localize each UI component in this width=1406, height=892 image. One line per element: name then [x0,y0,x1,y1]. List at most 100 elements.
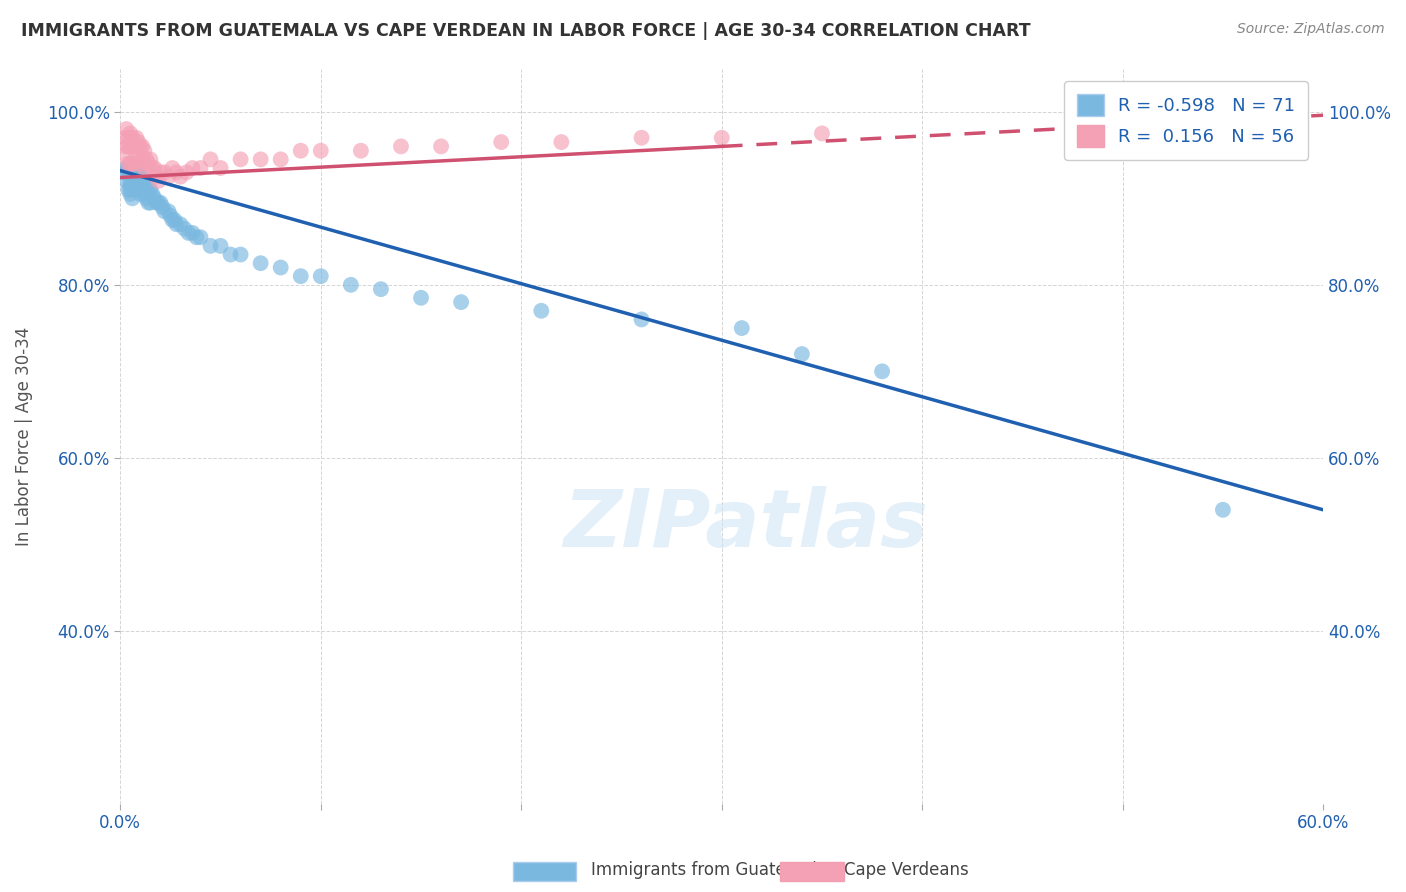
Point [125,148,148,162]
Point [134,174,156,188]
Point [181,161,204,175]
Point [117,157,139,171]
Point [229,247,252,261]
Point [181,226,204,240]
Point [249,153,271,167]
Point [165,217,187,231]
Point [200,153,222,167]
Point [131,153,153,167]
Text: IMMIGRANTS FROM GUATEMALA VS CAPE VERDEAN IN LABOR FORCE | AGE 30-34 CORRELATION: IMMIGRANTS FROM GUATEMALA VS CAPE VERDEA… [21,22,1031,40]
Point [389,139,412,153]
Point [139,183,162,197]
Point [127,153,149,167]
Point [290,144,312,158]
Point [139,195,162,210]
Point [138,157,160,171]
Point [149,165,172,179]
Point [229,153,252,167]
Point [163,213,186,227]
Point [121,130,143,145]
Point [120,127,142,141]
Point [165,165,187,179]
Point [127,165,149,179]
Point [309,269,332,284]
Point [710,130,733,145]
Point [115,139,138,153]
Point [145,195,167,210]
Point [143,191,166,205]
Point [143,161,166,175]
Point [112,130,135,145]
Point [120,157,142,171]
Point [270,260,292,275]
Point [148,195,170,210]
Point [190,230,212,244]
Point [120,139,142,153]
Point [115,122,138,136]
Point [127,183,149,197]
Point [148,174,170,188]
Point [1212,503,1234,517]
Point [162,213,184,227]
Point [153,204,176,219]
Y-axis label: In Labor Force | Age 30-34: In Labor Force | Age 30-34 [15,326,32,546]
Point [550,135,572,149]
Point [138,195,160,210]
Point [530,303,553,318]
Text: ZIPatlas: ZIPatlas [564,485,928,564]
Point [430,139,453,153]
Point [135,153,157,167]
Point [124,174,146,188]
Point [127,174,149,188]
Point [117,183,139,197]
Point [159,209,181,223]
Point [450,295,472,310]
Point [134,161,156,175]
Point [169,169,191,184]
Point [120,183,142,197]
Point [117,161,139,175]
Point [157,169,180,184]
Point [152,200,174,214]
Point [141,186,163,201]
Point [870,364,893,378]
Point [145,169,167,184]
Point [630,130,652,145]
Point [129,178,152,193]
Point [124,183,146,197]
Point [190,161,212,175]
Point [131,139,153,153]
Point [630,312,652,326]
Text: Immigrants from Guatemala: Immigrants from Guatemala [591,861,827,879]
Point [157,204,180,219]
Point [134,186,156,201]
Point [219,247,242,261]
Point [177,226,200,240]
Point [112,148,135,162]
Point [731,321,754,335]
Text: Source: ZipAtlas.com: Source: ZipAtlas.com [1237,22,1385,37]
Point [169,217,191,231]
Point [200,239,222,253]
Point [124,139,146,153]
Point [409,291,432,305]
Point [112,165,135,179]
Point [125,161,148,175]
Point [125,130,148,145]
Point [149,195,172,210]
Point [135,191,157,205]
Point [121,139,143,153]
Point [117,130,139,145]
Text: Cape Verdeans: Cape Verdeans [844,861,969,879]
Point [115,174,138,188]
Point [309,144,332,158]
Point [120,174,142,188]
Point [340,277,363,292]
Point [129,186,152,201]
Point [135,178,157,193]
Point [120,178,142,193]
Point [176,165,198,179]
Point [131,183,153,197]
Point [209,239,232,253]
Point [129,169,152,184]
